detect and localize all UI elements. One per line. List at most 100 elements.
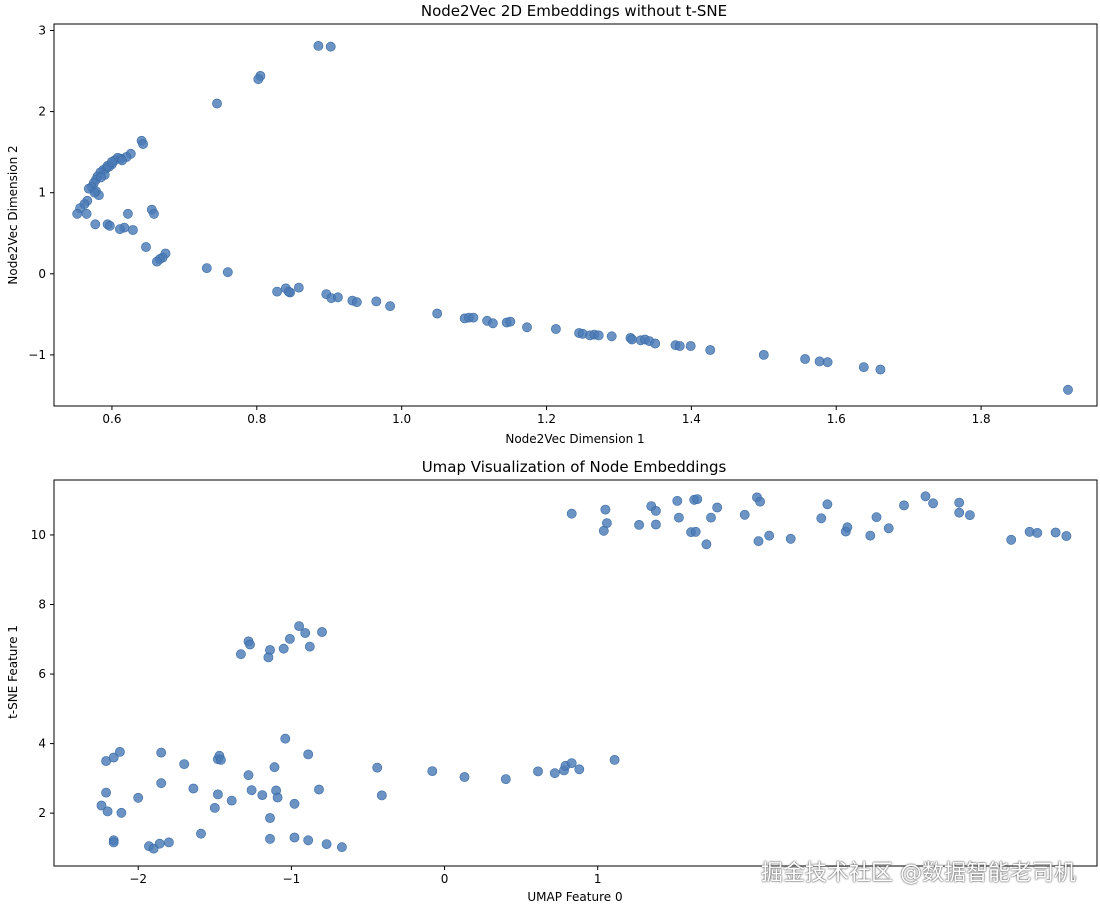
chart-title: Umap Visualization of Node Embeddings [422, 458, 727, 476]
data-point [954, 497, 965, 508]
data-point [758, 349, 769, 360]
data-point [108, 837, 119, 848]
data-point [427, 766, 438, 776]
plot-frame [53, 479, 1098, 867]
axis-ticks: 0.6 0.8 1.0 1.2 1.4 1.6 1.8 −1 0 1 2 3 [28, 23, 990, 426]
data-point [899, 500, 909, 511]
data-point [650, 338, 661, 349]
data-point [1050, 527, 1061, 538]
data-point [487, 318, 498, 329]
data-point [822, 357, 833, 368]
scatter-points [72, 41, 1073, 395]
x-tick-label: 1.2 [537, 412, 556, 426]
data-point [89, 187, 100, 198]
data-point [151, 256, 162, 267]
y-tick-label: 10 [31, 528, 46, 542]
data-point [385, 301, 395, 312]
data-point [138, 139, 148, 149]
data-point [278, 643, 289, 654]
data-point [141, 242, 151, 252]
data-point [263, 652, 274, 663]
data-point [858, 362, 869, 372]
plot-frame [53, 23, 1098, 407]
data-point [179, 759, 190, 769]
data-point [163, 837, 174, 848]
data-point [253, 74, 264, 85]
data-point [96, 800, 107, 811]
data-point [303, 749, 314, 760]
y-axis-label: Node2Vec Dimension 2 [6, 145, 20, 284]
data-point [115, 224, 125, 235]
y-axis-label: t-SNE Feature 1 [6, 625, 20, 719]
x-tick-label: 0.6 [102, 412, 121, 426]
data-point [245, 639, 255, 650]
x-tick-label: 1.0 [392, 412, 411, 426]
data-point [123, 208, 133, 219]
data-point [674, 512, 684, 523]
x-axis-label: UMAP Feature 0 [527, 890, 622, 904]
data-point [272, 286, 282, 297]
data-point [883, 523, 894, 534]
data-point [875, 364, 886, 375]
data-point [522, 322, 532, 333]
data-point [690, 526, 701, 537]
data-point [755, 496, 765, 507]
x-tick-label: 1.8 [972, 412, 991, 426]
data-point [246, 785, 257, 796]
x-tick-label: 1 [594, 872, 602, 886]
data-point [283, 286, 294, 297]
data-point [593, 330, 604, 341]
data-point [289, 798, 300, 809]
data-point [692, 494, 703, 504]
data-point [212, 789, 223, 800]
x-tick-label: 1.4 [682, 412, 701, 426]
data-point [598, 525, 609, 536]
data-point [865, 530, 876, 541]
data-point [800, 354, 810, 364]
data-point [672, 495, 683, 506]
data-point [289, 832, 300, 843]
data-point [314, 784, 324, 795]
data-point [90, 219, 101, 230]
data-point [116, 807, 127, 818]
data-point [215, 755, 226, 765]
data-point [317, 627, 327, 637]
data-point [304, 641, 315, 652]
data-point [336, 842, 347, 853]
data-point [265, 813, 275, 823]
data-point [272, 792, 283, 803]
y-tick-label: 6 [38, 667, 46, 681]
data-point [432, 308, 443, 319]
x-tick-label: −1 [283, 872, 301, 886]
data-point [701, 539, 712, 550]
y-tick-label: 0 [38, 267, 46, 281]
data-point [674, 341, 685, 351]
x-tick-label: 1.6 [827, 412, 846, 426]
data-point [928, 498, 938, 509]
data-point [102, 806, 113, 817]
data-point [196, 828, 206, 839]
y-tick-label: −1 [28, 348, 46, 362]
data-point [533, 766, 543, 777]
data-point [117, 155, 127, 166]
subplot-node2vec: Node2Vec 2D Embeddings without t-SNE 0.6… [6, 2, 1098, 446]
data-point [303, 835, 314, 846]
data-point [764, 530, 775, 541]
data-point [468, 312, 479, 323]
data-point [685, 341, 696, 351]
data-point [313, 41, 324, 51]
data-point [222, 267, 233, 278]
data-point [212, 98, 222, 109]
data-point [871, 512, 882, 523]
data-point [372, 762, 383, 773]
data-point [101, 787, 111, 798]
data-point [332, 292, 343, 303]
x-axis-label: Node2Vec Dimension 1 [505, 432, 644, 446]
data-point [243, 770, 254, 781]
data-point [81, 208, 92, 219]
data-point [188, 783, 199, 794]
data-point [551, 324, 561, 334]
data-point [325, 41, 336, 52]
data-point [1032, 528, 1043, 538]
